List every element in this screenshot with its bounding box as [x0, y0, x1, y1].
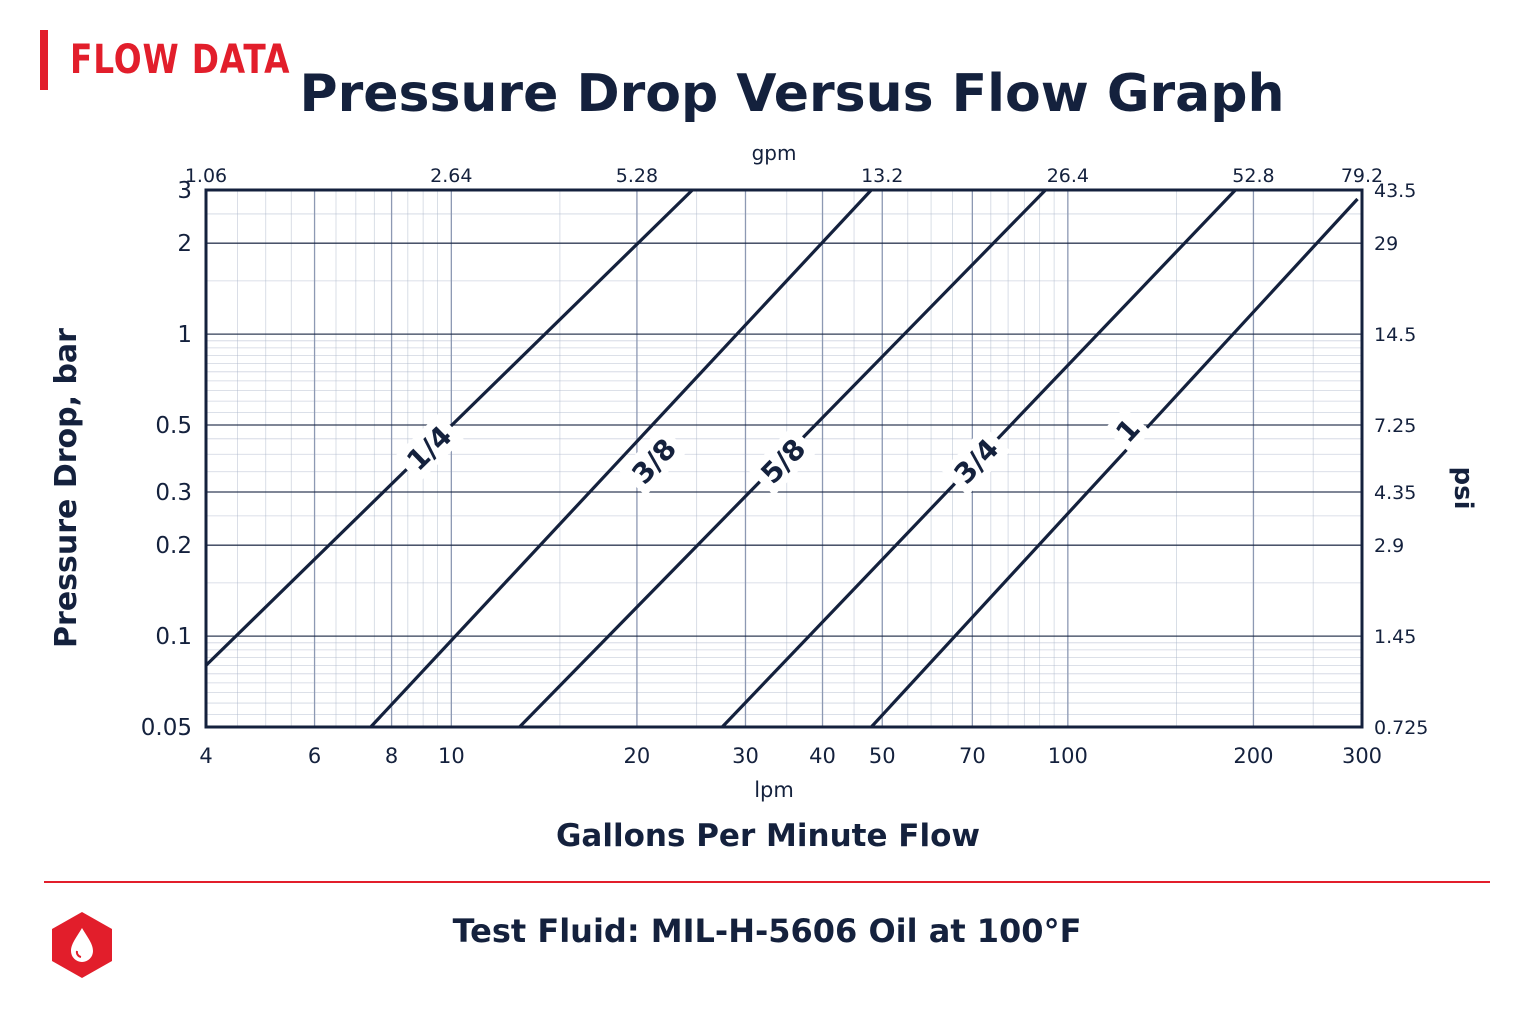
y-tick-label: 0.05 — [141, 715, 192, 741]
series-label-bg — [394, 413, 464, 483]
x-top-tick-label: 52.8 — [1232, 165, 1274, 187]
y-tick-label: 0.1 — [155, 624, 192, 650]
x-tick-label: 50 — [869, 744, 896, 768]
test-fluid-note: Test Fluid: MIL-H-5606 Oil at 100°F — [452, 912, 1082, 950]
x-top-tick-label: 13.2 — [861, 165, 903, 187]
y-right-tick-label: 7.25 — [1374, 415, 1416, 437]
series-label-group: 5/8 — [748, 426, 818, 496]
x-top-tick-label: 5.28 — [616, 165, 658, 187]
tick-labels: 4 6 8 10 20 30 40 50 70 100 200 300 1.06 2.64 5.28 13.2… — [141, 165, 1429, 768]
x-top-unit-label: gpm — [752, 141, 797, 165]
x-tick-label: 70 — [959, 744, 986, 768]
series-labels: 1/4 3/8 5/8 3/41 — [394, 407, 1151, 496]
y-right-tick-label: 0.725 — [1374, 717, 1428, 739]
x-tick-label: 300 — [1342, 744, 1382, 768]
x-top-tick-label: 26.4 — [1047, 165, 1089, 187]
y-tick-label: 1 — [177, 322, 192, 348]
plot-frame — [204, 188, 1364, 729]
y-right-tick-label: 43.5 — [1374, 180, 1416, 202]
y-right-tick-label: 2.9 — [1374, 535, 1404, 557]
y-tick-label: 0.5 — [155, 413, 192, 439]
series-label-bg — [748, 426, 818, 496]
series-label-bg — [619, 426, 689, 496]
x-top-tick-label: 79.2 — [1341, 165, 1383, 187]
oil-drop-hexagon-icon — [52, 912, 112, 978]
x-tick-label: 8 — [385, 744, 398, 768]
series-line-1 — [870, 197, 1359, 729]
y-tick-label: 0.3 — [155, 480, 192, 506]
y-right-tick-label: 14.5 — [1374, 324, 1416, 346]
section-label-text: FLOW DATA — [70, 37, 291, 83]
x-tick-label: 100 — [1048, 744, 1088, 768]
chart-title: Pressure Drop Versus Flow Graph — [299, 64, 1285, 124]
section-label: FLOW DATA — [40, 30, 339, 90]
y-tick-label: 3 — [177, 178, 192, 204]
pressure-drop-chart: 1/4 3/8 5/8 3/41 gpm lpm Gallons Per Minute… — [49, 141, 1478, 854]
x-top-tick-label: 2.64 — [430, 165, 472, 187]
x-axis-title: Gallons Per Minute Flow — [556, 818, 980, 854]
y-tick-label: 0.2 — [155, 533, 192, 559]
axis-labels: gpm lpm Gallons Per Minute Flow Pressure… — [49, 141, 1478, 854]
x-tick-label: 10 — [438, 744, 465, 768]
series-label-group: 3/8 — [619, 426, 689, 496]
y-right-tick-label: 4.35 — [1374, 482, 1416, 504]
y-right-unit-label: psi — [1448, 467, 1478, 510]
x-tick-label: 4 — [199, 744, 212, 768]
x-unit-label: lpm — [754, 778, 794, 802]
y-tick-label: 2 — [177, 231, 192, 257]
series-label-bg — [941, 426, 1011, 496]
y-axis-title: Pressure Drop, bar — [49, 328, 84, 648]
x-tick-label: 20 — [624, 744, 651, 768]
x-tick-label: 40 — [809, 744, 836, 768]
series-label-group: 1 — [1104, 407, 1151, 454]
series-line-3-8 — [369, 188, 873, 729]
x-top-tick-label: 1.06 — [185, 165, 227, 187]
x-tick-label: 30 — [732, 744, 759, 768]
series-label-bg — [1104, 407, 1151, 454]
y-right-tick-label: 29 — [1374, 233, 1398, 255]
footer-divider — [44, 881, 1490, 883]
y-right-tick-label: 1.45 — [1374, 626, 1416, 648]
x-tick-label: 6 — [308, 744, 321, 768]
x-tick-label: 200 — [1233, 744, 1273, 768]
